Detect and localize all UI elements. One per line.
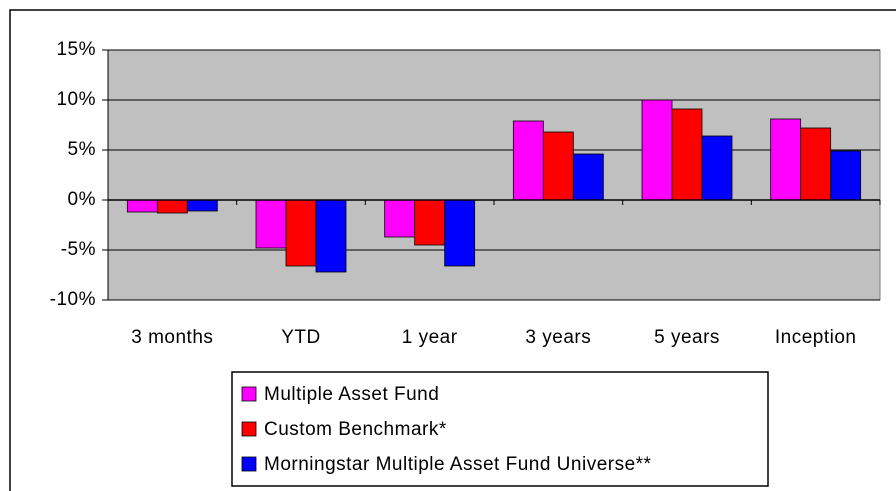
bar (126, 199, 158, 213)
bar (641, 99, 673, 201)
bar (414, 199, 446, 246)
x-tick-label: 3 years (525, 327, 591, 348)
bar (830, 150, 862, 201)
bar (444, 199, 476, 267)
bar (384, 199, 416, 238)
y-tick-label: -10% (50, 289, 96, 310)
bar (770, 118, 802, 201)
x-tick-label: Inception (775, 327, 857, 348)
legend-label: Morningstar Multiple Asset Fund Universe… (264, 454, 652, 475)
y-tick-label: 5% (68, 139, 96, 160)
bar (285, 199, 317, 267)
bar (156, 199, 188, 214)
y-tick-label: 15% (56, 39, 96, 60)
plot-area (107, 49, 881, 301)
legend-box (231, 371, 769, 487)
x-tick-label: YTD (281, 327, 321, 348)
y-tick-label: 10% (56, 89, 96, 110)
legend-label: Multiple Asset Fund (264, 384, 439, 405)
bar (572, 153, 604, 201)
bar (512, 120, 544, 201)
bar (186, 199, 218, 212)
x-tick-label: 5 years (654, 327, 720, 348)
bar (255, 199, 287, 249)
legend-swatch (241, 456, 257, 472)
legend-swatch (241, 386, 257, 402)
x-tick-label: 1 year (402, 327, 458, 348)
legend-swatch (241, 421, 257, 437)
legend-label: Custom Benchmark* (264, 419, 447, 440)
x-tick-label: 3 months (131, 327, 213, 348)
bar (315, 199, 347, 273)
bar (542, 131, 574, 201)
bar (800, 127, 832, 201)
y-tick-label: -5% (61, 239, 96, 260)
bar (701, 135, 733, 201)
bar (671, 108, 703, 201)
y-tick-label: 0% (68, 189, 96, 210)
